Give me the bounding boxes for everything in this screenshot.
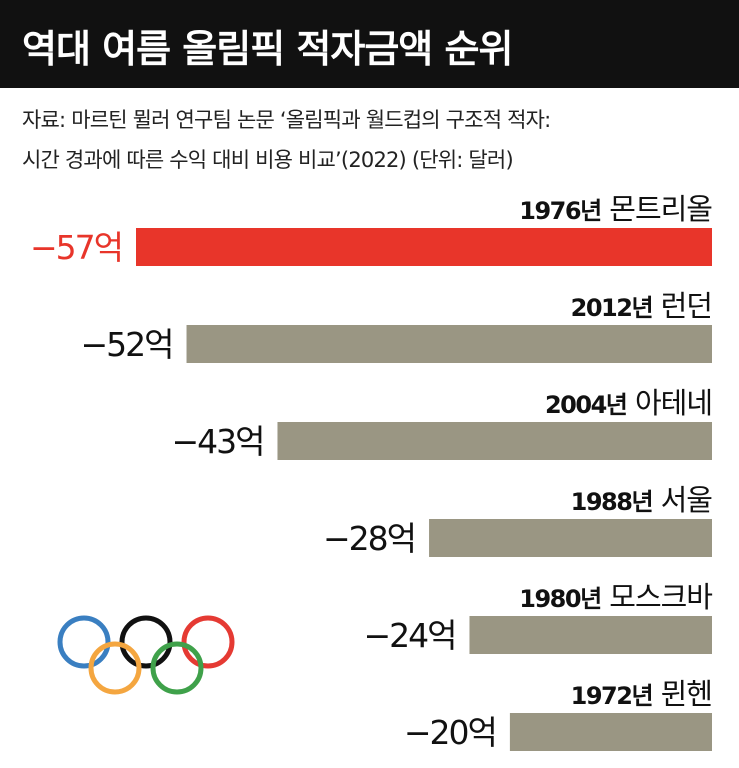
bars-group: 1976년 몬트리올 −57억 2012년 런던 −52억 2004년 아테네 −43억 1…	[30, 192, 713, 752]
category-year-0: 1976년	[519, 197, 601, 225]
bar-2	[277, 422, 712, 460]
category-gap-2	[626, 389, 635, 420]
category-city-4: 모스크바	[609, 580, 712, 614]
value-label-2: −43억	[171, 422, 263, 461]
category-gap-1	[652, 292, 661, 323]
ring-red	[181, 615, 235, 669]
value-label-5: −20억	[404, 713, 496, 752]
value-label-0: −57억	[30, 228, 122, 267]
category-label-1: 2012년 런던	[571, 289, 712, 323]
olympic-rings-icon	[57, 615, 235, 695]
category-gap-5	[652, 680, 661, 711]
category-year-4: 1980년	[519, 585, 601, 613]
category-city-1: 런던	[661, 289, 712, 323]
category-gap-0	[601, 195, 610, 226]
ring-green	[150, 641, 204, 695]
category-city-3: 서울	[661, 483, 713, 517]
category-year-2: 2004년	[545, 391, 627, 419]
category-label-4: 1980년 모스크바	[519, 580, 712, 614]
value-label-4: −24억	[363, 616, 455, 655]
category-year-3: 1988년	[571, 488, 653, 516]
category-label-0: 1976년 몬트리올	[519, 192, 712, 226]
category-gap-3	[652, 486, 661, 517]
page-title: 역대 여름 올림픽 적자금액 순위	[22, 27, 513, 71]
value-label-3: −28억	[323, 519, 415, 558]
category-year-5: 1972년	[571, 682, 653, 710]
bar-0	[136, 228, 712, 266]
ring-black	[119, 615, 173, 669]
bar-1	[186, 325, 713, 363]
bar-3	[429, 519, 712, 557]
category-city-5: 뮌헨	[661, 677, 712, 711]
source-line-2: 시간 경과에 따른 수익 대비 비용 비교’(2022) (단위: 달러)	[22, 148, 514, 172]
ring-yellow	[88, 641, 142, 695]
category-city-2: 아테네	[635, 386, 712, 420]
category-label-3: 1988년 서울	[571, 483, 713, 517]
category-label-2: 2004년 아테네	[545, 386, 712, 420]
value-label-1: −52억	[81, 325, 173, 364]
category-gap-4	[601, 583, 610, 614]
bar-4	[469, 616, 712, 654]
bar-5	[509, 713, 712, 751]
category-label-5: 1972년 뮌헨	[571, 677, 712, 711]
title-bar: 역대 여름 올림픽 적자금액 순위	[0, 0, 739, 88]
source-line-1: 자료: 마르틴 뮐러 연구팀 논문 ‘올림픽과 월드컵의 구조적 적자:	[22, 108, 551, 132]
category-city-0: 몬트리올	[609, 192, 712, 226]
category-year-1: 2012년	[571, 294, 653, 322]
ring-blue	[57, 615, 111, 669]
